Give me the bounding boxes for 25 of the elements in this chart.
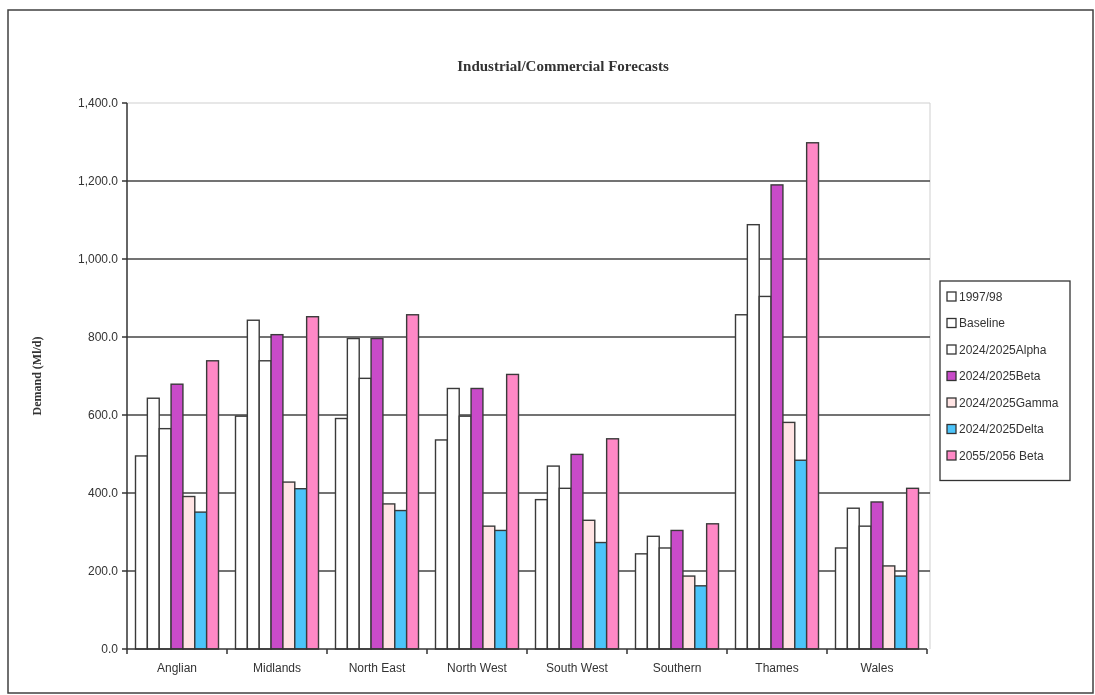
- chart-title: Industrial/Commercial Forecasts: [457, 58, 669, 74]
- x-tick-label: North East: [348, 661, 406, 675]
- x-tick-label: South West: [546, 661, 609, 675]
- legend-label: 2055/2056 Beta: [959, 448, 1045, 463]
- y-tick-label: 400.0: [87, 486, 119, 501]
- legend-label: 2024/2025Beta: [959, 369, 1041, 384]
- legend-label: 1997/98: [959, 289, 1003, 304]
- legend-label: 2024/2025Delta: [959, 422, 1045, 437]
- x-tick-label: North West: [447, 661, 508, 675]
- y-tick-label: 1,000.0: [77, 252, 119, 267]
- y-tick-label: 1,400.0: [77, 96, 119, 111]
- y-tick-label: 200.0: [87, 564, 119, 579]
- y-tick-label: 800.0: [87, 330, 119, 345]
- y-tick-label: 0.0: [101, 642, 119, 657]
- legend-label: 2024/2025Alpha: [959, 342, 1047, 357]
- x-tick-label: Southern: [652, 661, 702, 675]
- y-tick-label: 600.0: [87, 408, 119, 423]
- x-tick-label: Midlands: [252, 661, 302, 675]
- x-tick-label: Wales: [860, 661, 894, 675]
- legend-label: Baseline: [959, 316, 1006, 331]
- x-tick-label: Anglian: [156, 661, 198, 675]
- x-tick-label: Thames: [755, 661, 799, 675]
- y-axis-title: Demand (Ml/d): [30, 336, 44, 416]
- y-tick-label: 1,200.0: [77, 174, 119, 189]
- legend-label: 2024/2025Gamma: [959, 395, 1059, 410]
